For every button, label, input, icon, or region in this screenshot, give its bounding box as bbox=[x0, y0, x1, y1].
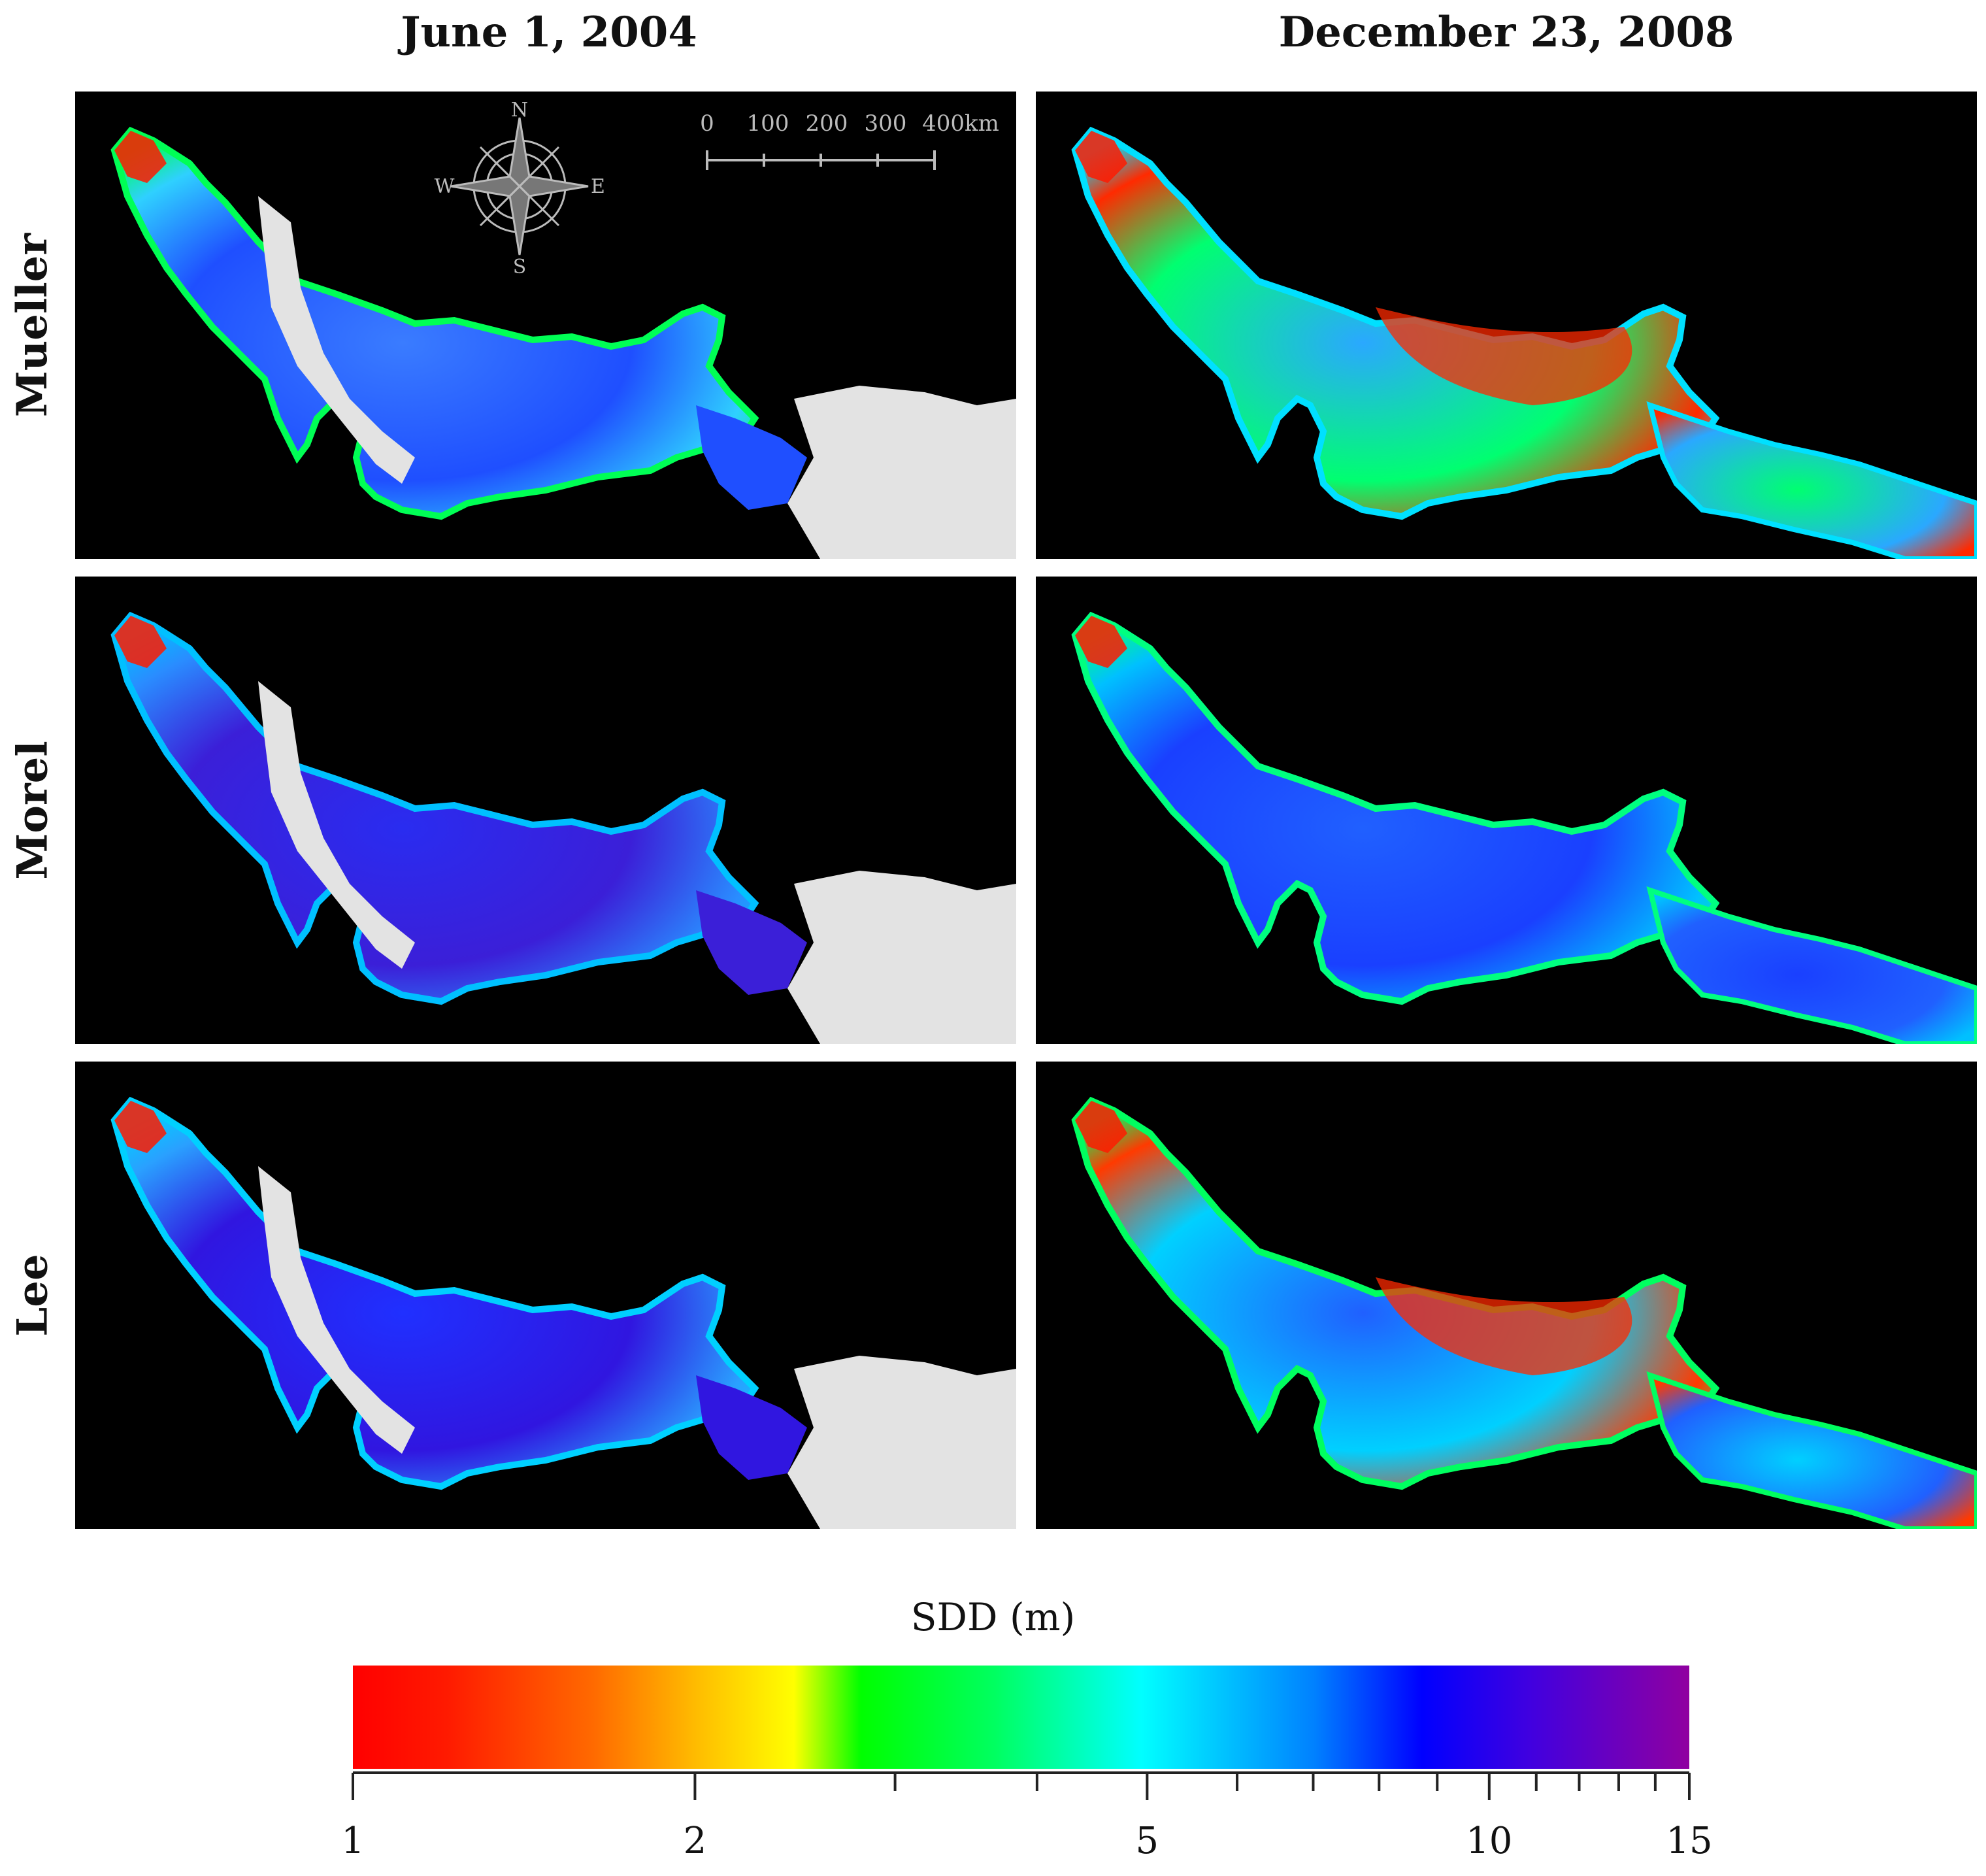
map-graphic bbox=[110, 611, 1016, 1044]
map-panel-mueller-2004 bbox=[75, 92, 1016, 559]
legend-tick-label: 5 bbox=[1135, 1820, 1159, 1862]
column-title-june-2004: June 1, 2004 bbox=[401, 8, 697, 57]
gulf-of-oman-water-sdd bbox=[696, 890, 807, 995]
compass-rose: N S W E bbox=[435, 99, 605, 275]
legend-tick-label: 2 bbox=[683, 1820, 707, 1862]
map-graphic bbox=[1071, 1096, 1977, 1529]
scale-label-100: 100 bbox=[747, 110, 789, 137]
legend-tick-label: 10 bbox=[1466, 1820, 1513, 1862]
turbid-water-sdd bbox=[1376, 307, 1632, 405]
no-data-area bbox=[258, 196, 415, 484]
row-label-morel: Morel bbox=[0, 577, 65, 1044]
compass-e-label: E bbox=[591, 175, 605, 198]
legend-title: SDD (m) bbox=[910, 1595, 1076, 1639]
scale-label-300: 300 bbox=[865, 110, 907, 137]
legend-axis bbox=[352, 1771, 1691, 1800]
coastal-turbid-water-sdd bbox=[114, 131, 167, 183]
gulf-of-oman-water-sdd bbox=[1646, 1371, 1977, 1529]
coastal-turbid-water-sdd bbox=[1075, 616, 1127, 668]
gulf-water-sdd bbox=[110, 611, 759, 1005]
coastal-turbid-water-sdd bbox=[1075, 131, 1127, 183]
legend-colorbar bbox=[353, 1666, 1689, 1769]
map-panel-mueller-2008 bbox=[1036, 92, 1977, 559]
row-label-lee-text: Lee bbox=[8, 1254, 58, 1337]
gulf-of-oman-water-sdd bbox=[696, 405, 807, 510]
column-title-december-2008: December 23, 2008 bbox=[1278, 8, 1734, 57]
no-data-area bbox=[787, 871, 1016, 1044]
scale-label-0: 0 bbox=[700, 110, 714, 137]
map-graphic bbox=[1071, 611, 1977, 1044]
row-label-morel-text: Morel bbox=[8, 741, 58, 880]
scale-label-200: 200 bbox=[806, 110, 848, 137]
no-data-area bbox=[787, 1356, 1016, 1529]
row-label-lee: Lee bbox=[0, 1062, 65, 1529]
gulf-of-oman-water-sdd bbox=[1646, 401, 1977, 559]
map-graphic bbox=[110, 126, 1016, 559]
scale-bar: 0 100 200 300 400km bbox=[700, 110, 999, 170]
coastal-turbid-water-sdd bbox=[114, 1101, 167, 1153]
no-data-area bbox=[787, 386, 1016, 559]
gulf-water-sdd bbox=[1071, 611, 1720, 1005]
map-panel-morel-2008 bbox=[1036, 577, 1977, 1044]
row-label-mueller-text: Mueller bbox=[8, 233, 58, 418]
coastal-turbid-water-sdd bbox=[1075, 1101, 1127, 1153]
legend-tick-label: 15 bbox=[1666, 1820, 1713, 1862]
map-graphic bbox=[1071, 126, 1977, 559]
compass-n-label: N bbox=[511, 99, 528, 122]
coastal-turbid-water-sdd bbox=[114, 616, 167, 668]
gulf-water-sdd bbox=[110, 1096, 759, 1490]
row-label-mueller: Mueller bbox=[0, 92, 65, 559]
map-panel-lee-2008 bbox=[1036, 1062, 1977, 1529]
compass-s-label: S bbox=[513, 256, 527, 275]
map-panel-morel-2004 bbox=[75, 577, 1016, 1044]
compass-w-label: W bbox=[435, 175, 455, 198]
map-graphic bbox=[110, 1096, 1016, 1529]
turbid-water-sdd bbox=[1376, 1277, 1632, 1375]
no-data-area bbox=[258, 1166, 415, 1454]
gulf-of-oman-water-sdd bbox=[696, 1375, 807, 1480]
no-data-area bbox=[258, 681, 415, 969]
scale-label-400km: 400km bbox=[922, 110, 999, 137]
legend-tick-label: 1 bbox=[341, 1820, 365, 1862]
gulf-of-oman-water-sdd bbox=[1646, 886, 1977, 1044]
map-panel-lee-2004 bbox=[75, 1062, 1016, 1529]
